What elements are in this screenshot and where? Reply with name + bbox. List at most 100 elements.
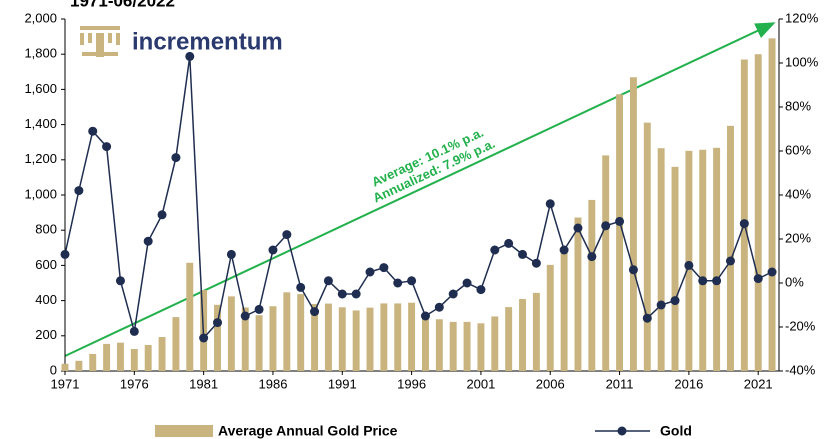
line-point (615, 216, 625, 226)
line-point (171, 153, 181, 163)
line-point (351, 289, 361, 299)
legend-label: Gold (660, 423, 692, 439)
line-point (157, 210, 167, 220)
line-point (448, 289, 458, 299)
line-point (337, 289, 347, 299)
bar (727, 125, 734, 371)
legend-swatch (155, 425, 213, 437)
line (64, 56, 773, 340)
bar (255, 315, 263, 371)
line-point (587, 252, 597, 262)
line-point (407, 276, 417, 286)
line-point (74, 186, 84, 196)
x-tick-label: 1996 (397, 376, 426, 391)
line-point (268, 245, 278, 255)
bar (269, 306, 277, 371)
line-point (420, 311, 430, 321)
line-point (698, 276, 708, 286)
y2-tick-label: 80% (785, 98, 811, 113)
x-tick-label: 2001 (466, 376, 495, 391)
line-point (753, 274, 763, 284)
y-tick-label: 400 (35, 292, 57, 307)
bar (477, 323, 485, 371)
line-point (767, 267, 777, 277)
bar (629, 77, 637, 372)
bar (408, 302, 416, 371)
y2-tick-label: 40% (785, 186, 811, 201)
x-tick-label: 1971 (51, 376, 80, 391)
y-tick-label: 1,800 (24, 46, 57, 61)
bar (380, 303, 388, 371)
bar (366, 307, 374, 371)
line-point (656, 300, 666, 310)
bar (574, 217, 582, 371)
y-tick-label: 1,400 (24, 116, 57, 131)
bar (713, 147, 721, 371)
y-tick-label: 0 (50, 362, 57, 377)
line-point (504, 238, 514, 248)
bar (463, 321, 471, 371)
bar (227, 296, 235, 371)
line-point (531, 258, 541, 268)
y2-tick-label: -20% (785, 318, 816, 333)
line-point (199, 333, 209, 343)
line-point (323, 276, 333, 286)
legend-marker (617, 426, 627, 436)
y-tick-label: 2,000 (24, 10, 57, 25)
y-tick-label: 800 (35, 222, 57, 237)
line-point (393, 278, 403, 288)
bar (144, 344, 152, 371)
bar (75, 360, 83, 371)
line-point (88, 126, 98, 136)
bar (311, 303, 319, 371)
line-point (60, 249, 70, 259)
y2-tick-label: 20% (785, 230, 811, 245)
bar (505, 307, 513, 371)
line-point (545, 199, 555, 209)
line-point (213, 318, 223, 328)
bar (116, 342, 124, 371)
line-point (240, 311, 250, 321)
line-point (226, 249, 236, 259)
line-point (476, 285, 486, 295)
x-tick-label: 1991 (328, 376, 357, 391)
line-point (601, 221, 611, 231)
y2-tick-label: 120% (785, 10, 819, 25)
line-point (628, 265, 638, 275)
trend-arrow (64, 22, 776, 357)
line-point (725, 256, 735, 266)
bar (297, 294, 305, 371)
line-point (185, 51, 195, 61)
bar (214, 304, 221, 371)
y2-tick-label: 0% (785, 274, 804, 289)
bar (643, 122, 651, 371)
y2-tick-label: -40% (785, 362, 816, 377)
line-point (296, 282, 306, 292)
x-tick-label: 1976 (120, 376, 149, 391)
x-tick-label: 2021 (744, 376, 773, 391)
bar (602, 155, 610, 371)
bar (449, 321, 457, 371)
bar (588, 199, 596, 371)
bar (172, 317, 180, 371)
bar (283, 292, 291, 371)
logo-text: incrementum (132, 28, 283, 55)
bar (422, 312, 429, 371)
bar (519, 299, 526, 371)
y-tick-label: 600 (35, 257, 57, 272)
logo-icon (80, 26, 120, 57)
line-point (310, 307, 320, 317)
bar (616, 94, 624, 371)
chart-title: 1971-06/2022 (70, 0, 175, 10)
bar (158, 337, 166, 371)
x-tick-label: 2016 (674, 376, 703, 391)
bar (532, 292, 540, 371)
y-tick-label: 1,600 (24, 81, 57, 96)
bar (671, 166, 679, 371)
bar (352, 310, 360, 371)
bar (754, 54, 762, 371)
y-tick-label: 200 (35, 327, 57, 342)
x-tick-label: 1981 (189, 376, 218, 391)
bar (394, 303, 402, 371)
